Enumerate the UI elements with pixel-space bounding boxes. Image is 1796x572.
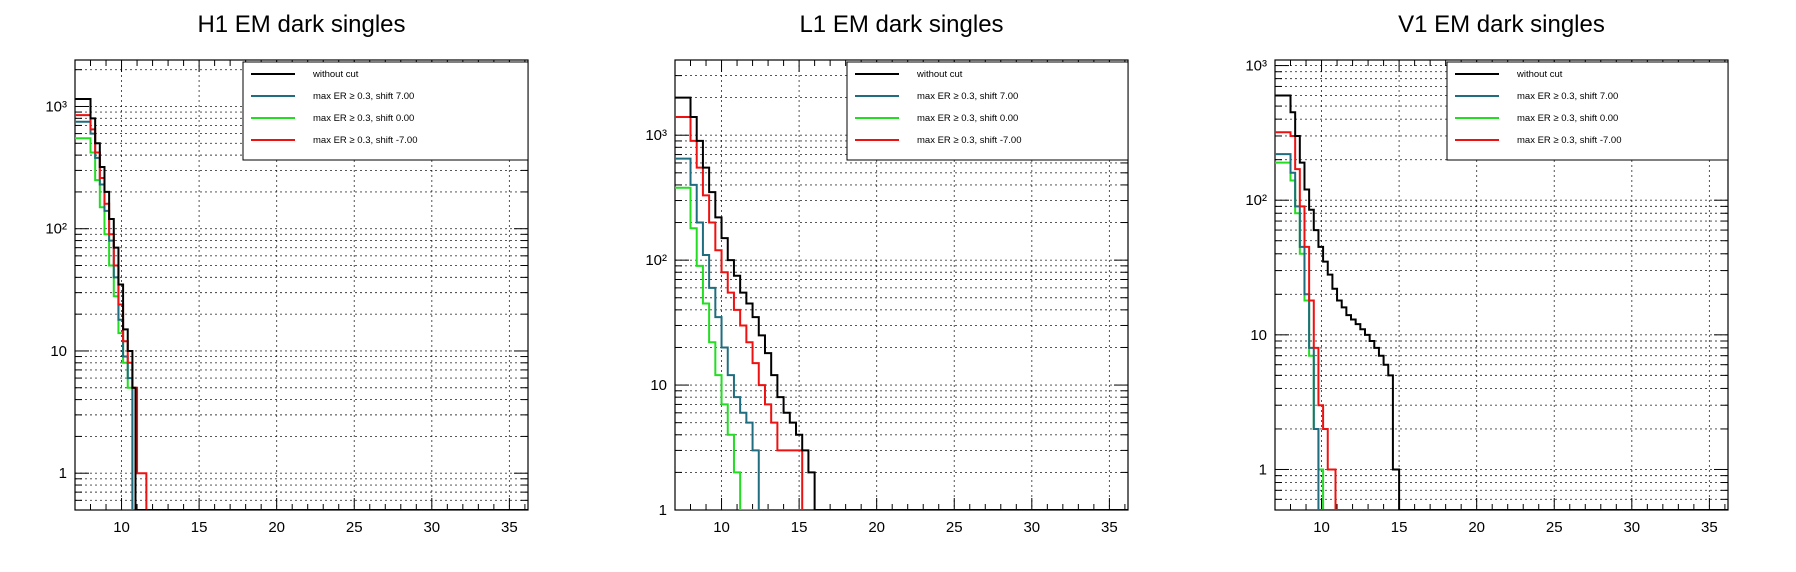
chart-panel-3: V1 EM dark singles 10 15 20 25 30 35 1 10 10² 10³ w… [1245,11,1729,536]
legend-label: max ER ≥ 0.3, shift 7.00 [1517,91,1618,102]
legend-box [242,61,529,161]
x-tick-label: 30 [1023,519,1040,536]
x-tick-label: 25 [346,519,363,536]
legend-label: without cut [312,69,359,80]
legend-box [1446,61,1729,161]
x-tick-label: 10 [713,519,730,536]
x-tick-label: 10 [113,519,130,536]
x-tick-label: 25 [1546,519,1563,536]
legend: without cut max ER ≥ 0.3, shift 7.00 max E… [1446,61,1729,161]
x-tick-label: 35 [1101,519,1118,536]
x-tick-label: 35 [1701,519,1718,536]
y-tick-label: 10 [1250,327,1267,344]
chart-panel-2: L1 EM dark singles 10 15 20 25 30 35 1 10 10² 10³ w… [645,11,1129,536]
legend-label: max ER ≥ 0.3, shift -7.00 [917,135,1021,146]
legend-label: max ER ≥ 0.3, shift -7.00 [1517,135,1621,146]
y-tick-label: 10³ [1245,58,1267,75]
chart-title: H1 EM dark singles [197,11,405,38]
series-line-3 [675,186,1128,510]
x-tick-label: 15 [191,519,208,536]
y-tick-label: 1 [59,465,67,482]
y-tick-label: 1 [1259,461,1267,478]
series-line-2 [75,120,528,510]
x-tick-label: 30 [423,519,440,536]
series-line-3 [1275,161,1728,510]
series-line-4 [75,114,528,510]
x-tick-label: 10 [1313,519,1330,536]
y-tick-label: 10 [50,343,67,360]
y-tick-label: 10² [1245,192,1267,209]
series-line-3 [75,137,528,510]
series-line-1 [75,98,528,510]
y-tick-label: 10³ [645,127,667,144]
series-line-4 [1275,131,1728,510]
y-tick-label: 10² [645,252,667,269]
y-tick-label: 1 [659,502,667,519]
legend-label: without cut [916,69,963,80]
x-tick-label: 15 [1391,519,1408,536]
legend-label: without cut [1516,69,1563,80]
series-line-1 [1275,94,1728,510]
x-tick-label: 20 [268,519,285,536]
chart-title: L1 EM dark singles [799,11,1003,38]
x-tick-label: 15 [791,519,808,536]
x-tick-label: 25 [946,519,963,536]
legend: without cut max ER ≥ 0.3, shift 7.00 max E… [242,61,529,161]
legend-label: max ER ≥ 0.3, shift 0.00 [1517,113,1618,124]
legend-label: max ER ≥ 0.3, shift 0.00 [917,113,1018,124]
legend-box [846,61,1129,161]
x-tick-label: 20 [1468,519,1485,536]
legend: without cut max ER ≥ 0.3, shift 7.00 max E… [846,61,1129,161]
x-tick-label: 30 [1623,519,1640,536]
x-tick-label: 35 [501,519,518,536]
legend-label: max ER ≥ 0.3, shift 7.00 [313,91,414,102]
series-line-1 [675,96,1128,510]
y-tick-label: 10 [650,377,667,394]
legend-label: max ER ≥ 0.3, shift 7.00 [917,91,1018,102]
series-line-2 [675,157,1128,510]
legend-label: max ER ≥ 0.3, shift 0.00 [313,113,414,124]
x-tick-label: 20 [868,519,885,536]
series-line-2 [1275,153,1728,510]
legend-label: max ER ≥ 0.3, shift -7.00 [313,135,417,146]
chart-panel-1: H1 EM dark singles 10 15 20 25 30 35 1 10 10² 10³ w… [45,11,529,536]
y-tick-label: 10³ [45,98,67,115]
chart-title: V1 EM dark singles [1398,11,1605,38]
y-tick-label: 10² [45,221,67,238]
series-line-4 [675,115,1128,510]
